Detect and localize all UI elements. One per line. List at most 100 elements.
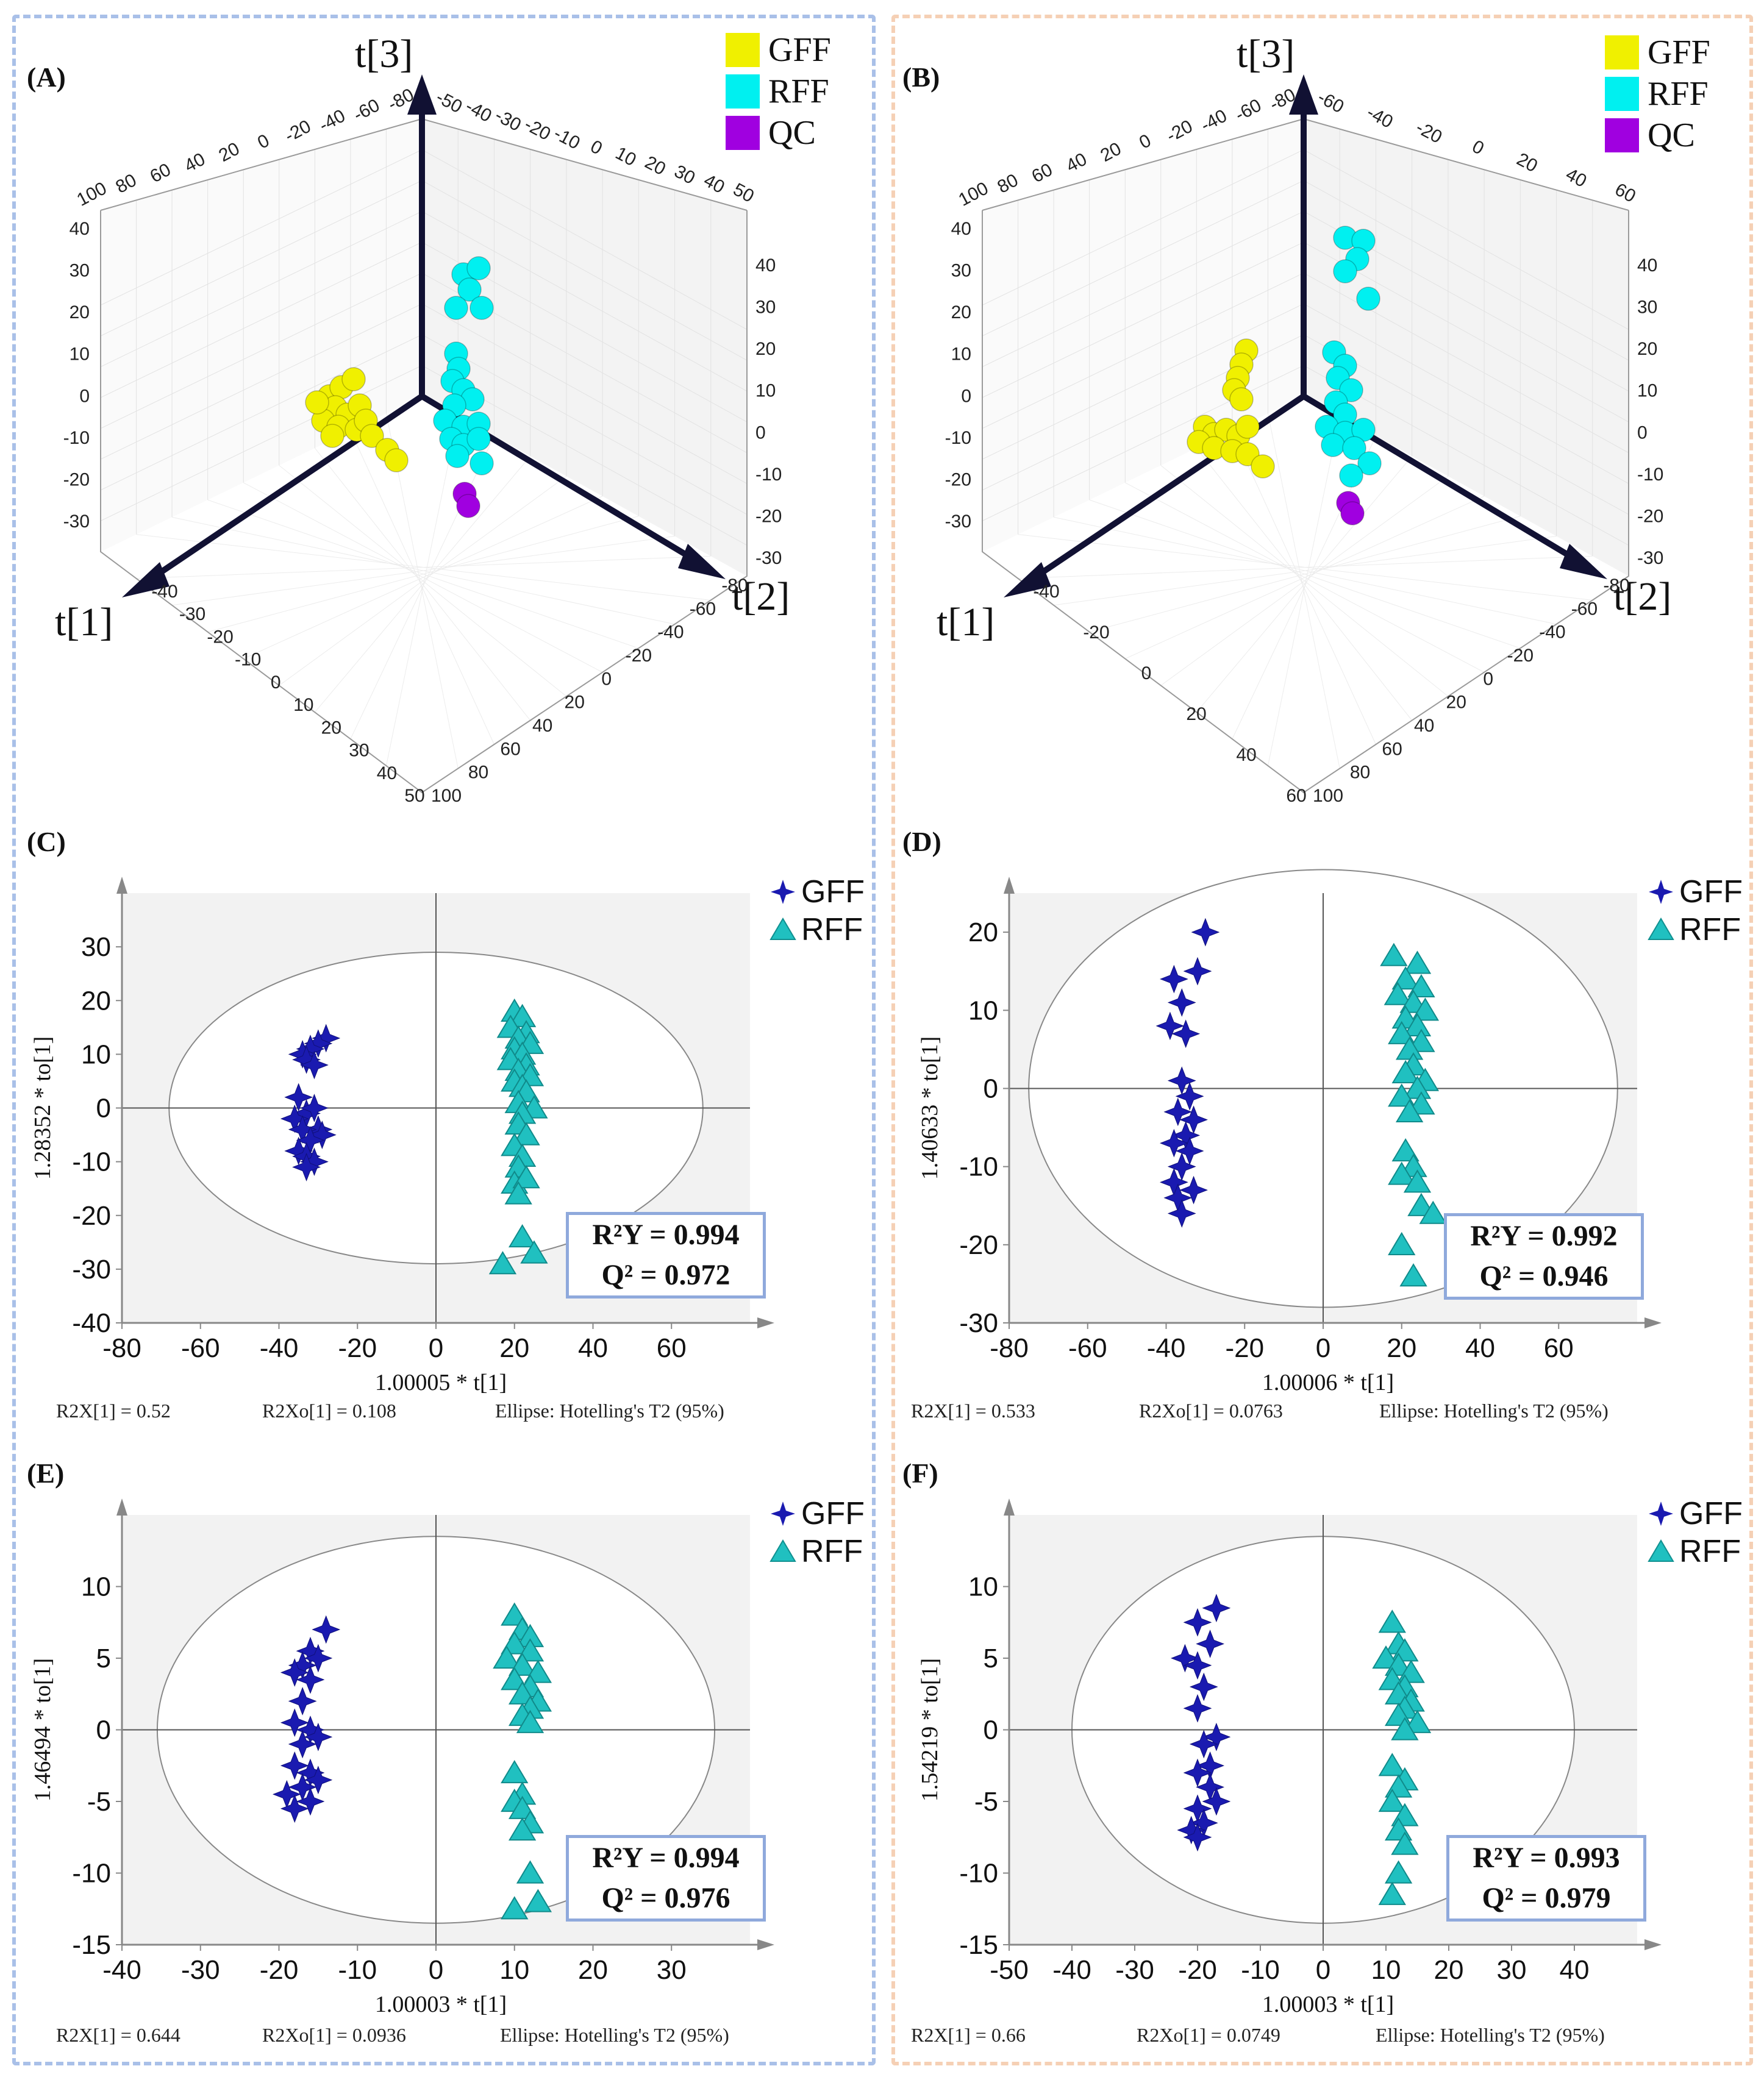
grid-line <box>1303 303 1629 484</box>
t3-axis-arrow-icon <box>407 74 437 115</box>
back-wall-left <box>101 119 422 552</box>
axis-tick-label: 20 <box>1097 138 1124 166</box>
axis-tick-label: -30 <box>491 105 524 135</box>
axis-tick-label: 20 <box>565 693 585 713</box>
legend-2d-c: GFF RFF <box>770 873 865 949</box>
axis-tick-label: -20 <box>1637 506 1663 526</box>
legend-item-qc: QC <box>726 112 831 154</box>
footer-ellipse-c: Ellipse: Hotelling's T2 (95%) <box>495 1400 724 1422</box>
x-tick-label: 40 <box>578 1333 608 1363</box>
grid-line <box>314 456 531 713</box>
rff-point <box>445 444 470 468</box>
rff-point <box>1388 1161 1416 1185</box>
legend-item-rff: RFF <box>770 911 865 949</box>
gff-point <box>341 367 366 391</box>
axis-tick-label: -60 <box>1232 95 1265 125</box>
grid-line <box>100 303 423 460</box>
r2y-value: R²Y = 0.994 <box>592 1842 740 1874</box>
y-tick-label: -10 <box>72 1859 111 1889</box>
axis-tick-label: -10 <box>945 428 971 448</box>
gff-point <box>280 1794 309 1823</box>
grid-line <box>243 496 603 660</box>
grid-line <box>100 180 423 337</box>
axis-tick-label: 10 <box>1637 381 1657 401</box>
grid-line <box>1303 149 1629 330</box>
legend-item-rff: RFF <box>770 1533 865 1570</box>
rff-point <box>1388 1231 1416 1255</box>
axis-tick-label: 0 <box>1136 130 1154 153</box>
x-axis-arrow-icon <box>1644 1939 1662 1950</box>
y-axis-arrow-icon <box>116 1498 127 1516</box>
rff-point <box>1384 981 1412 1005</box>
grid-line <box>100 211 423 368</box>
rff-point <box>1357 451 1382 476</box>
axis-tick-label: 20 <box>1637 339 1657 359</box>
axis-tick-label: 0 <box>1141 663 1152 683</box>
y-axis-arrow-icon <box>116 877 127 894</box>
gff-point <box>1189 1730 1218 1759</box>
x-axis-label: 1.00005 * t[1] <box>375 1370 507 1395</box>
star-marker-icon <box>771 880 795 904</box>
gff-point <box>1183 1651 1212 1680</box>
grid-line <box>100 334 423 491</box>
panel-label-d: (D) <box>902 826 941 857</box>
star-marker-icon <box>1649 880 1673 904</box>
legend-3d-a: GFF RFF QC <box>726 29 831 154</box>
x-tick-label: 30 <box>1497 1955 1527 1985</box>
x-tick-label: 20 <box>1387 1333 1416 1363</box>
legend-swatch-qc <box>1605 118 1639 152</box>
y-tick-label: 0 <box>984 1715 998 1745</box>
grid-line <box>421 303 748 484</box>
t3-axis-label: t[3] <box>1237 32 1294 76</box>
gff-point <box>1163 1097 1193 1127</box>
t2-axis-arrow-icon <box>1560 544 1607 579</box>
grid-line <box>982 365 1304 521</box>
grid-line <box>1125 496 1485 660</box>
axis-tick-label: 0 <box>271 672 281 693</box>
axis-tick-label: 100 <box>431 786 462 806</box>
footer-r2x-c: R2X[1] = 0.52 <box>56 1400 171 1422</box>
grid-line <box>1089 516 1521 633</box>
grid-line <box>982 303 1304 460</box>
axis-tick-label: 0 <box>254 130 273 153</box>
y-tick-label: -10 <box>959 1859 998 1889</box>
axis-tick-label: 10 <box>293 695 313 715</box>
grid-line <box>100 149 423 306</box>
q2-value: Q² = 0.979 <box>1482 1882 1611 1914</box>
axis-tick-label: -20 <box>207 627 233 647</box>
axis-tick-label: 60 <box>1612 179 1639 207</box>
axis-tick-label: 20 <box>755 339 776 359</box>
gff-point <box>312 1615 341 1644</box>
axis-tick-label: 20 <box>641 152 669 180</box>
x-tick-label: -20 <box>1178 1955 1217 1985</box>
star-marker-icon <box>1649 1502 1673 1526</box>
gff-point <box>1229 387 1254 411</box>
gff-point <box>300 1094 329 1122</box>
axis-tick-label: -20 <box>626 646 652 666</box>
grid-line <box>279 476 567 686</box>
legend-2d-d: GFF RFF <box>1648 873 1743 949</box>
rff-point <box>1391 1717 1419 1740</box>
x-axis-arrow-icon <box>757 1317 774 1328</box>
axis-tick-label: -20 <box>945 469 971 490</box>
qc-point <box>456 494 480 518</box>
pca-3d-plot-b: t[3]t[1]t[2]100 80 60 40 20 0 -20 -40 -60 -80 -60-… <box>937 32 1671 806</box>
axis-tick-label: 60 <box>1382 739 1402 759</box>
legend-item-gff: GFF <box>726 29 831 71</box>
y-tick-label: -15 <box>959 1930 998 1960</box>
grid-line <box>1018 555 1593 579</box>
triangle-marker-icon <box>1648 1539 1674 1562</box>
rff-point <box>1391 1060 1419 1083</box>
axis-tick-label: 80 <box>994 170 1021 198</box>
x-tick-label: 20 <box>1434 1955 1464 1985</box>
axis-tick-label: -20 <box>1413 118 1446 148</box>
axis-tick-label: 30 <box>671 161 698 188</box>
y-tick-label: -5 <box>974 1787 998 1817</box>
legend-swatch-gff <box>1605 35 1639 69</box>
x-tick-label: -10 <box>338 1955 377 1985</box>
gff-point <box>304 1115 333 1144</box>
y-tick-label: 5 <box>984 1644 998 1673</box>
x-tick-label: 40 <box>1465 1333 1495 1363</box>
axis-tick-label: 40 <box>1236 745 1256 765</box>
rff-point <box>501 1896 529 1920</box>
